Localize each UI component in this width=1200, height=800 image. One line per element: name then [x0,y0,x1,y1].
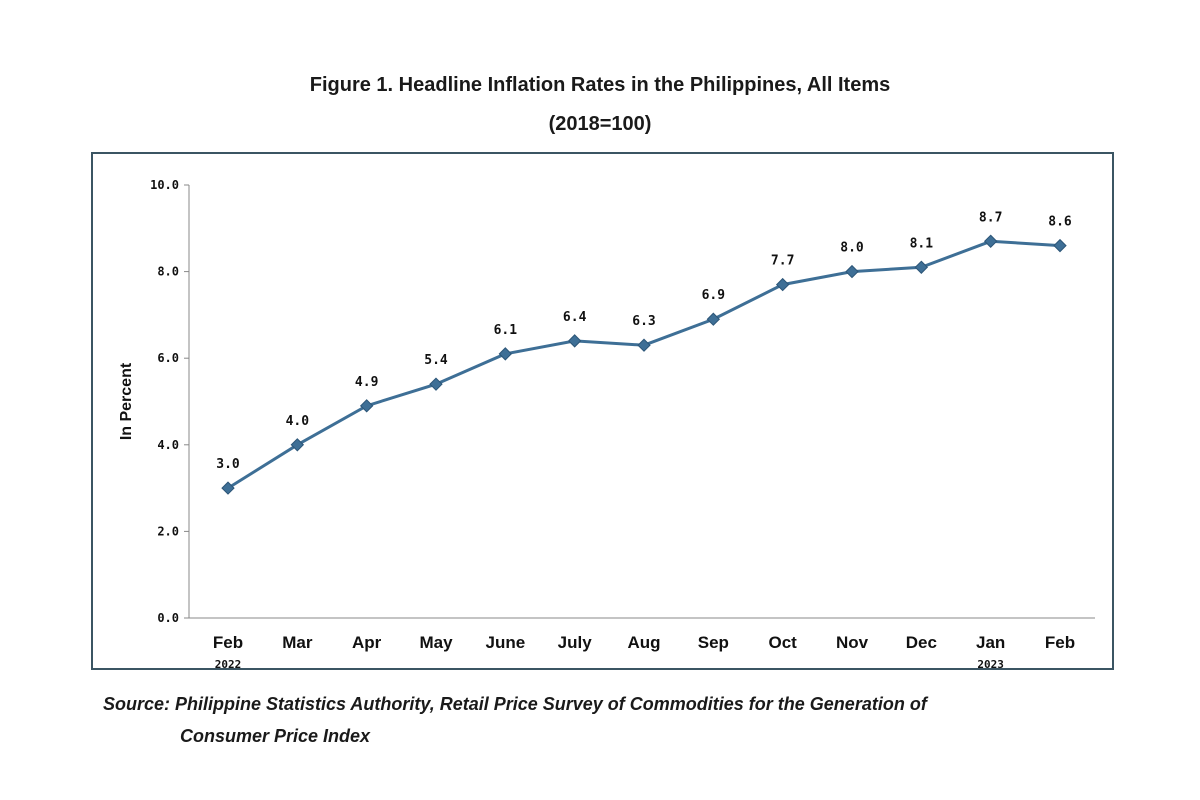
data-point-marker [221,481,235,495]
x-tick-label: Feb [213,633,243,652]
x-tick-label: July [558,633,593,652]
data-label: 4.0 [286,414,310,429]
data-point-marker [845,264,859,279]
x-tick-label: Nov [836,633,869,652]
y-tick-label: 2.0 [157,524,179,538]
x-tick-label: Sep [698,633,729,652]
x-tick-label: Aug [627,633,660,652]
data-point-marker [706,312,721,326]
data-label: 6.3 [632,314,655,329]
data-label: 8.6 [1048,215,1072,230]
data-point-marker [914,260,929,274]
data-point-marker [1053,238,1067,253]
data-point-marker [637,338,651,352]
data-point-marker [775,277,790,292]
data-point-marker [359,399,374,413]
chart-title: Figure 1. Headline Inflation Rates in th… [309,74,891,96]
source-note-line1: Source: Philippine Statistics Authority,… [103,694,927,714]
y-tick-label: 6.0 [157,351,179,365]
series-line [227,239,1061,490]
data-point-marker [567,334,582,348]
source-note-line2: Consumer Price Index [180,726,371,746]
data-label: 8.0 [840,241,864,256]
data-label: 6.9 [702,288,725,303]
data-label: 6.1 [494,323,518,338]
x-tick-label: Dec [906,633,937,652]
data-point-marker [983,234,998,248]
data-point-marker [498,347,513,361]
x-tick-label: Apr [352,633,382,652]
data-label: 8.1 [910,236,934,251]
data-point-marker [290,438,305,452]
y-axis-title: In Percent [118,362,135,440]
y-tick-label: 0.0 [157,611,179,625]
y-tick-label: 4.0 [157,438,179,452]
data-label: 3.0 [216,457,240,472]
data-label: 8.7 [979,210,1002,225]
data-label: 5.4 [424,353,448,368]
x-tick-label: May [419,633,453,652]
y-tick-label: 10.0 [150,178,179,192]
data-label: 6.4 [563,310,587,325]
data-label: 7.7 [771,254,794,269]
data-label: 4.9 [355,375,378,390]
x-tick-label: Mar [282,633,313,652]
x-tick-label: Jan [976,633,1005,652]
x-year-label: 2022 [215,658,242,668]
x-tick-label: Oct [768,633,797,652]
line-chart: 0.0 2.0 4.0 6.0 8.0 10.0 In Percent Feb 2022 Mar A… [118,178,1095,668]
y-tick-label: 8.0 [157,265,179,279]
chart-frame: 0.0 2.0 4.0 6.0 8.0 10.0 In Percent Feb 2022 Mar A… [91,152,1114,670]
x-tick-label: Feb [1045,633,1075,652]
data-point-marker [429,377,443,391]
chart-subtitle: (2018=100) [548,113,652,135]
x-year-label: 2023 [977,658,1004,668]
x-tick-label: June [485,633,525,652]
